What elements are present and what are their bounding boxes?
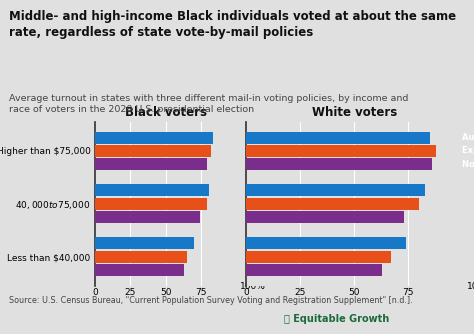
- Bar: [95, 211, 200, 223]
- Bar: [95, 158, 207, 170]
- Bar: [246, 198, 419, 210]
- Bar: [246, 237, 406, 249]
- Bar: [246, 250, 391, 263]
- Text: Expanded accessibility: Expanded accessibility: [462, 146, 474, 155]
- Bar: [246, 211, 404, 223]
- Bar: [246, 132, 430, 144]
- Text: Middle- and high-income Black individuals voted at about the same
rate, regardle: Middle- and high-income Black individual…: [9, 10, 456, 39]
- Bar: [246, 264, 383, 276]
- Bar: [246, 158, 432, 170]
- Text: Average turnout in states with three different mail-in voting policies, by incom: Average turnout in states with three dif…: [9, 94, 409, 114]
- Bar: [246, 145, 436, 157]
- Text: No change in policy: No change in policy: [462, 160, 474, 169]
- Text: 🌱 Equitable Growth: 🌱 Equitable Growth: [284, 314, 390, 324]
- Title: Black voters: Black voters: [125, 106, 207, 119]
- Bar: [95, 145, 211, 157]
- Bar: [95, 184, 209, 196]
- Text: 100%: 100%: [466, 282, 474, 291]
- Bar: [246, 184, 426, 196]
- Text: Automatic applications or ballots: Automatic applications or ballots: [462, 133, 474, 142]
- Title: White voters: White voters: [312, 106, 397, 119]
- Bar: [95, 198, 207, 210]
- Bar: [95, 132, 213, 144]
- Text: Source: U.S. Census Bureau, "Current Population Survey Voting and Registration S: Source: U.S. Census Bureau, "Current Pop…: [9, 296, 413, 305]
- Bar: [95, 250, 187, 263]
- Bar: [95, 237, 194, 249]
- Text: 100%: 100%: [240, 282, 266, 291]
- Bar: [95, 264, 184, 276]
